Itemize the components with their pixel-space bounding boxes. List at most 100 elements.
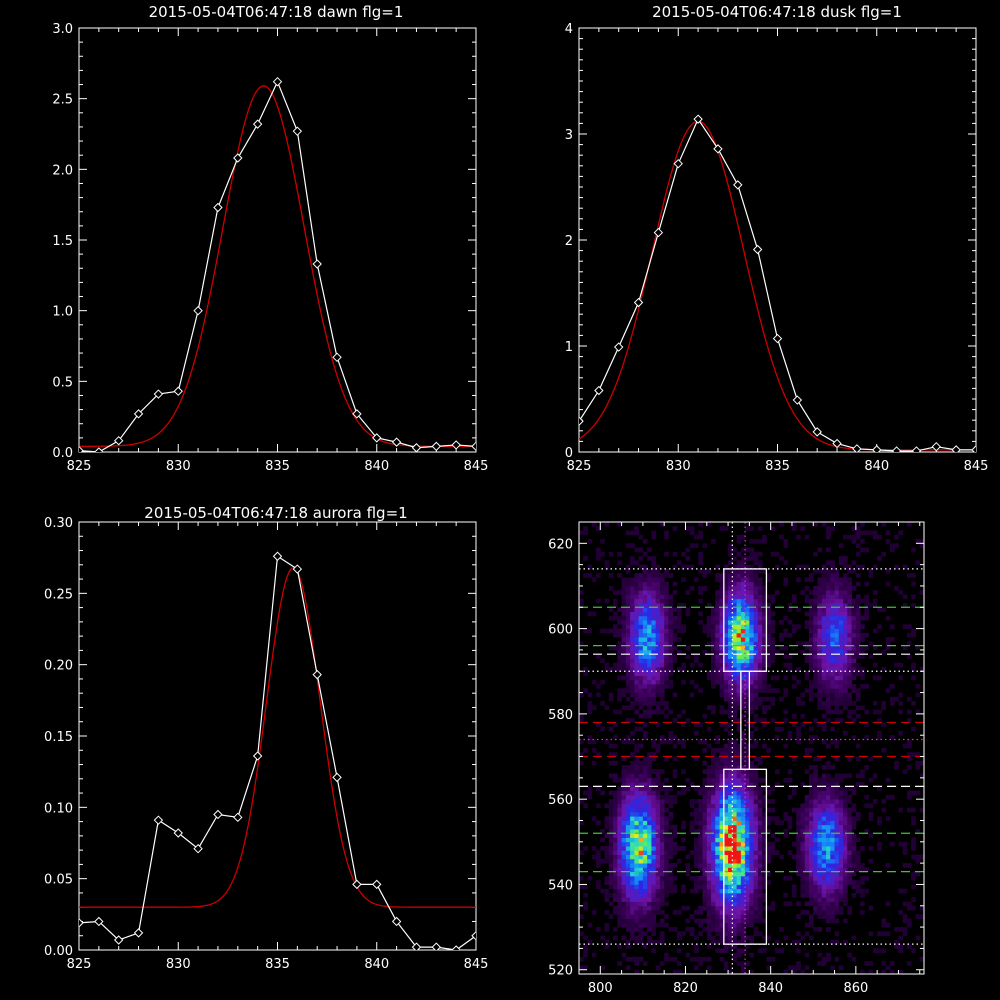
image-pixel [740, 765, 746, 770]
image-pixel [800, 824, 806, 830]
image-pixel [732, 914, 737, 919]
image-pixel [608, 841, 614, 847]
image-pixel [655, 824, 661, 830]
image-pixel [706, 905, 712, 911]
image-pixel [830, 765, 835, 770]
image-pixel [809, 615, 814, 621]
image-pixel [711, 897, 716, 902]
image-pixel [638, 666, 644, 672]
image-pixel [838, 628, 844, 634]
image-pixel [659, 824, 665, 830]
image-pixel [617, 850, 622, 855]
image-pixel [655, 829, 661, 834]
image-pixel [698, 556, 703, 561]
image-pixel [647, 905, 652, 911]
image-pixel [638, 922, 644, 928]
image-pixel [757, 820, 763, 826]
image-pixel [681, 551, 686, 557]
image-pixel [685, 526, 691, 531]
image-pixel [885, 965, 891, 971]
image-pixel [817, 794, 823, 800]
image-pixel [642, 944, 648, 949]
image-pixel [766, 790, 772, 796]
image-pixel [762, 875, 767, 881]
image-pixel [719, 577, 725, 583]
image-pixel [838, 867, 844, 873]
image-pixel [694, 948, 699, 954]
image-pixel [579, 850, 584, 855]
image-pixel [613, 863, 618, 868]
image-pixel [736, 927, 742, 932]
image-pixel [877, 841, 882, 847]
image-pixel [723, 939, 729, 945]
image-pixel [711, 671, 716, 676]
image-pixel [783, 581, 789, 587]
image-pixel [715, 735, 720, 740]
image-pixel [634, 824, 640, 830]
data-point [431, 942, 442, 950]
image-pixel [583, 901, 588, 907]
image-pixel [821, 671, 827, 676]
image-pixel [664, 603, 669, 608]
image-pixel [651, 696, 657, 702]
image-pixel [634, 867, 640, 873]
image-pixel [800, 935, 806, 941]
image-pixel [728, 875, 733, 881]
image-pixel [813, 816, 818, 821]
image-pixel [838, 624, 844, 629]
image-pixel [736, 897, 742, 902]
image-pixel [745, 654, 750, 659]
image-pixel [821, 611, 827, 617]
image-pixel [770, 850, 776, 855]
image-pixel [676, 846, 682, 851]
image-pixel [766, 615, 772, 621]
image-pixel [617, 837, 622, 843]
image-pixel [596, 880, 601, 885]
image-pixel [847, 684, 852, 689]
image-pixel [655, 867, 661, 873]
image-pixel [625, 875, 631, 881]
data-point [272, 551, 283, 561]
image-pixel [719, 760, 725, 766]
image-pixel [898, 841, 904, 847]
plot-content [79, 76, 476, 452]
image-pixel [817, 910, 823, 915]
image-pixel [834, 603, 840, 608]
image-pixel [579, 739, 584, 745]
image-pixel [719, 645, 725, 651]
image-pixel [830, 645, 835, 651]
image-pixel [753, 927, 759, 932]
image-pixel [608, 807, 614, 813]
image-pixel [740, 910, 746, 915]
image-pixel [732, 922, 737, 928]
image-pixel [625, 850, 631, 855]
image-pixel [647, 777, 652, 783]
image-pixel [651, 811, 657, 817]
image-pixel [872, 534, 878, 540]
image-pixel [728, 756, 733, 762]
image-pixel [894, 585, 899, 591]
image-pixel [762, 598, 767, 604]
image-pixel [723, 910, 729, 915]
image-pixel [715, 590, 720, 595]
image-pixel [881, 522, 887, 527]
image-pixel [723, 833, 729, 838]
image-pixel [804, 824, 810, 830]
image-pixel [821, 811, 827, 817]
image-pixel [625, 675, 631, 681]
image-pixel [813, 875, 818, 881]
image-pixel [672, 969, 678, 974]
image-pixel [770, 718, 776, 723]
image-pixel [613, 624, 618, 629]
image-pixel [702, 628, 708, 634]
image-pixel [655, 590, 661, 595]
image-pixel [774, 688, 780, 693]
image-pixel [706, 944, 712, 949]
image-pixel [796, 948, 801, 954]
image-pixel [625, 658, 631, 664]
image-pixel [613, 773, 618, 779]
image-pixel [885, 863, 891, 868]
image-pixel [736, 624, 742, 629]
image-pixel [659, 594, 665, 600]
image-pixel [591, 952, 597, 958]
